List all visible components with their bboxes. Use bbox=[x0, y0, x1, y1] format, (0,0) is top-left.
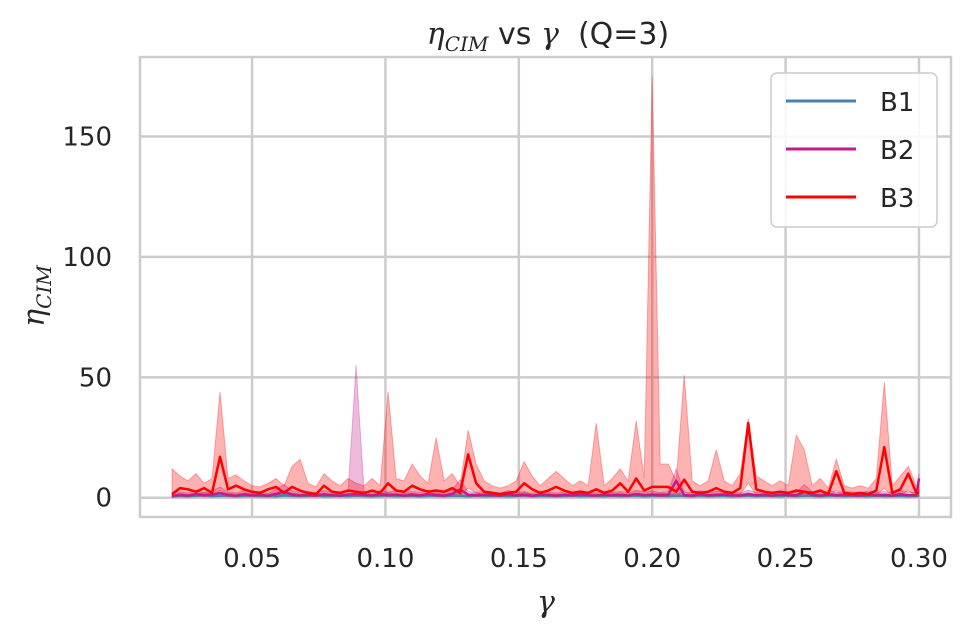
series-lines bbox=[171, 421, 921, 498]
chart-title-q: (Q=3) bbox=[559, 17, 669, 52]
x-axis-label: γ bbox=[537, 585, 555, 620]
chart-title: ηCIM vs γ (Q=3) bbox=[427, 17, 669, 56]
x-tick-labels: 0.05 0.10 0.15 0.20 0.25 0.30 bbox=[223, 544, 948, 574]
x-tick-label: 0.15 bbox=[490, 544, 548, 574]
y-axis-label-subscript: CIM bbox=[32, 265, 56, 309]
y-axis-label-eta: η bbox=[17, 309, 52, 327]
chart-title-gamma: γ bbox=[541, 17, 559, 52]
x-tick-label: 0.25 bbox=[757, 544, 815, 574]
legend-entry-b1: B1 bbox=[786, 88, 914, 118]
chart-title-vs: vs bbox=[488, 17, 540, 52]
y-tick-labels: 0 50 100 150 bbox=[62, 122, 112, 513]
y-axis-label: ηCIM bbox=[17, 265, 56, 327]
plot-frame bbox=[138, 55, 953, 519]
legend-entry-b3: B3 bbox=[786, 184, 914, 214]
chart-title-eta: η bbox=[427, 17, 445, 52]
y-tick-label: 0 bbox=[95, 484, 112, 514]
x-tick-label: 0.10 bbox=[356, 544, 414, 574]
y-tick-label: 50 bbox=[79, 363, 112, 393]
line-b3 bbox=[171, 421, 919, 496]
y-tick-label: 100 bbox=[62, 243, 112, 273]
legend: B1 B2 B3 bbox=[770, 72, 938, 228]
x-tick-label: 0.30 bbox=[890, 544, 948, 574]
chart-title-subscript: CIM bbox=[445, 32, 489, 56]
legend-entry-b2: B2 bbox=[786, 136, 914, 166]
line-b2 bbox=[171, 478, 921, 498]
legend-label-b2: B2 bbox=[880, 136, 914, 166]
y-tick-label: 150 bbox=[62, 122, 112, 152]
x-tick-label: 0.05 bbox=[223, 544, 281, 574]
legend-label-b3: B3 bbox=[880, 184, 914, 214]
x-tick-label: 0.20 bbox=[623, 544, 681, 574]
grid bbox=[140, 57, 951, 517]
legend-label-b1: B1 bbox=[880, 88, 914, 118]
